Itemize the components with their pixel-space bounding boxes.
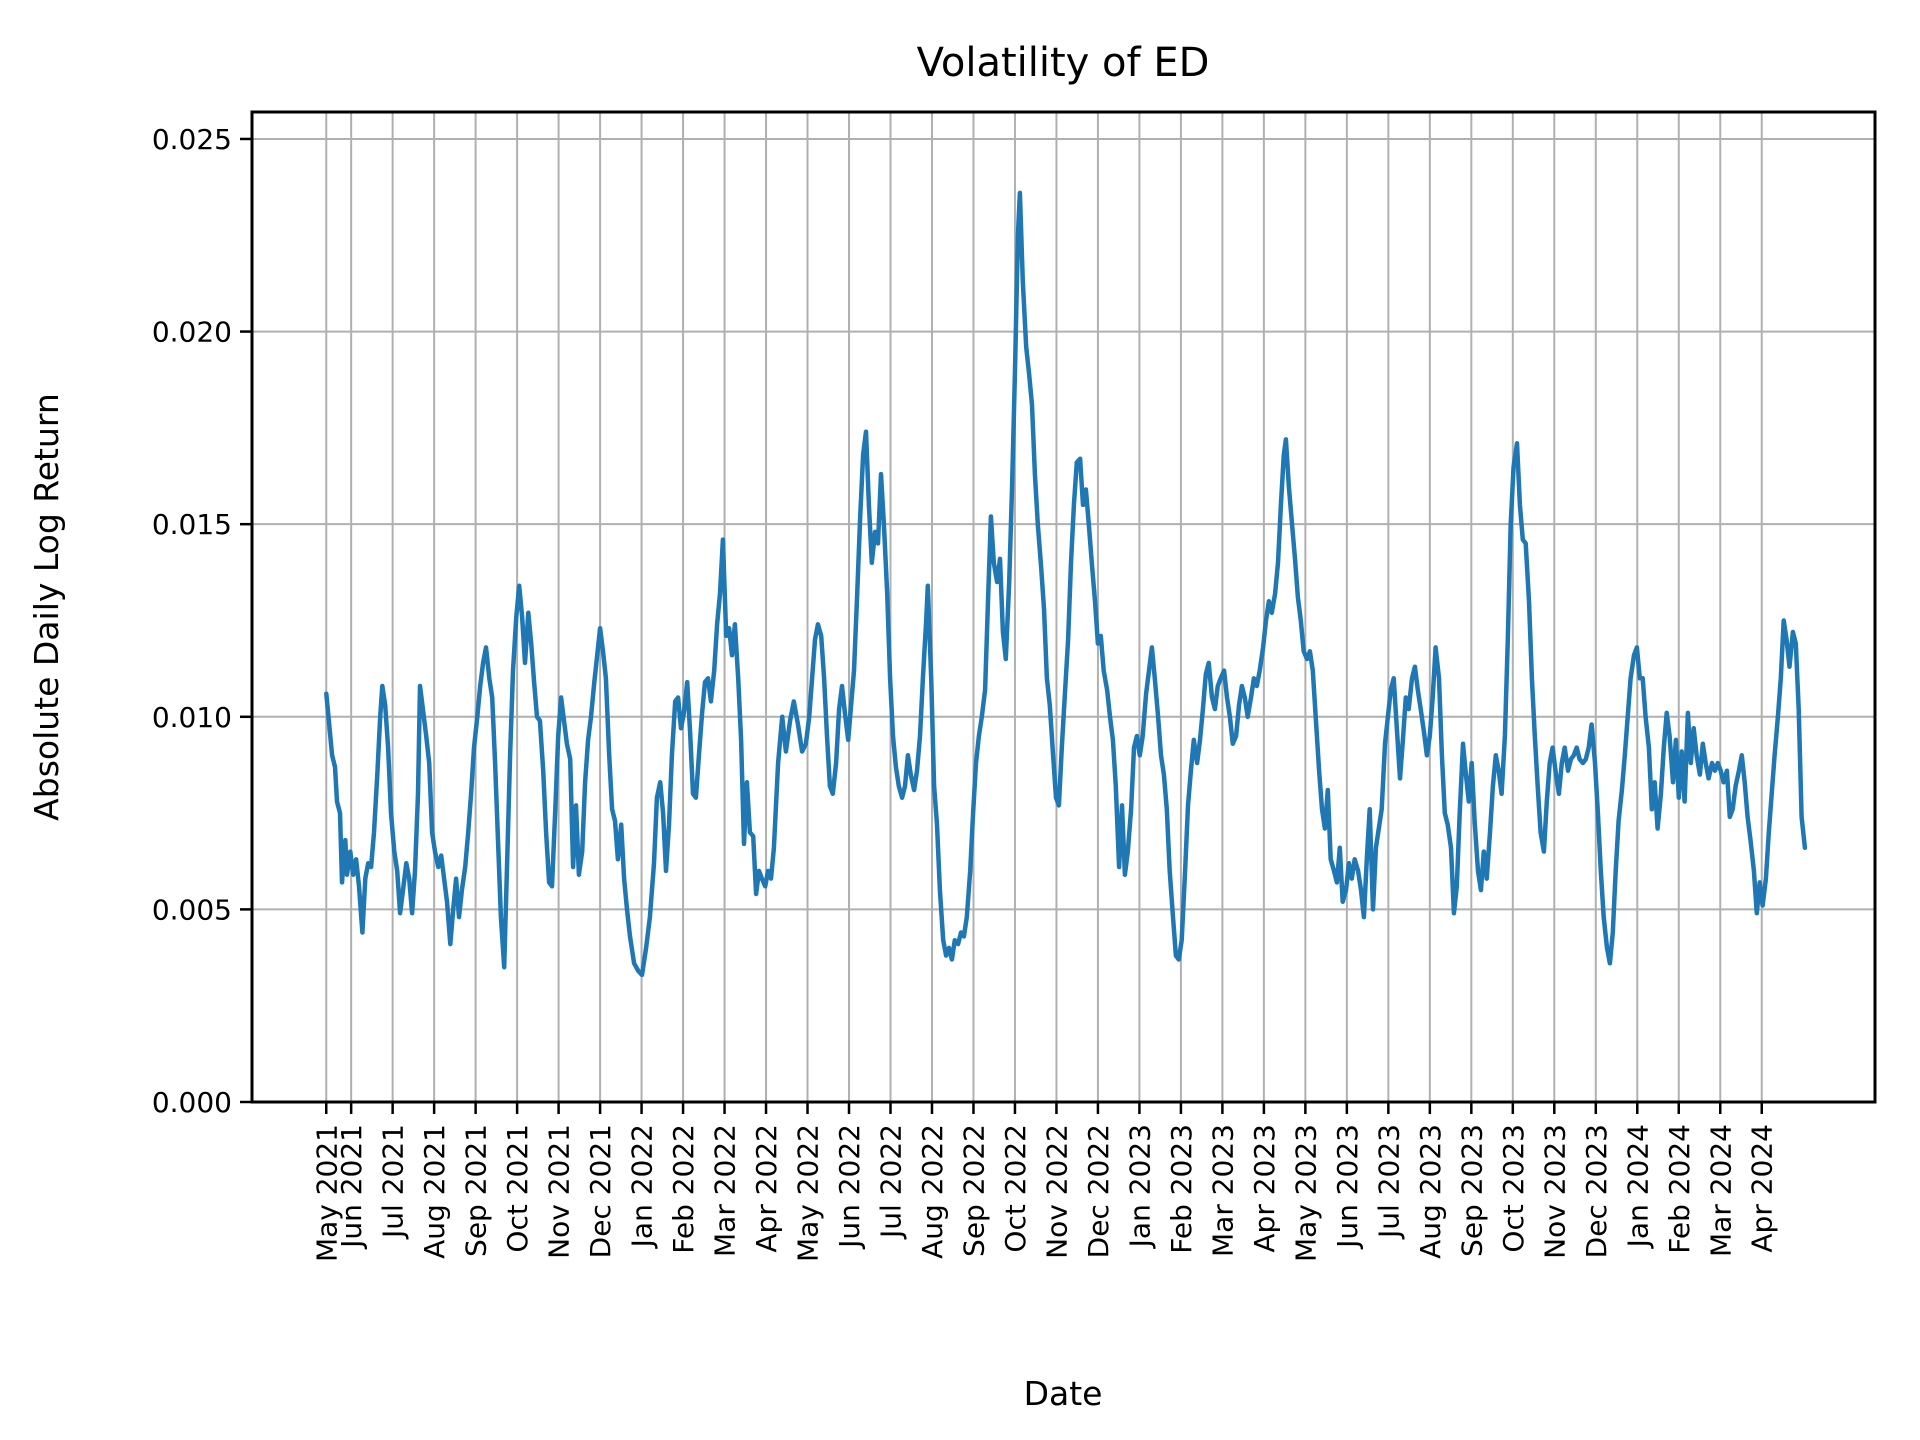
x-tick-label: Jun 2022 bbox=[833, 1124, 866, 1250]
x-tick-label: Oct 2021 bbox=[501, 1124, 534, 1253]
x-tick-label: Dec 2022 bbox=[1082, 1124, 1115, 1258]
y-tick-label: 0.015 bbox=[152, 508, 232, 541]
plot-title: Volatility of ED bbox=[917, 40, 1210, 86]
y-axis-label: Absolute Daily Log Return bbox=[27, 393, 66, 821]
x-tick-label: Sep 2022 bbox=[957, 1124, 990, 1257]
x-tick-label: Mar 2022 bbox=[709, 1124, 742, 1257]
x-tick-label: Aug 2021 bbox=[418, 1124, 451, 1259]
x-tick-label: Aug 2022 bbox=[916, 1124, 949, 1259]
x-tick-label: May 2022 bbox=[792, 1124, 825, 1262]
y-tick-label: 0.010 bbox=[152, 701, 232, 734]
x-tick-label: Nov 2021 bbox=[543, 1124, 576, 1259]
plot-border bbox=[250, 110, 1877, 1104]
y-tick-label: 0.005 bbox=[152, 893, 232, 926]
y-tick-label: 0.020 bbox=[152, 316, 232, 349]
x-tick-label: Jun 2021 bbox=[335, 1124, 368, 1250]
x-tick-label: Jan 2024 bbox=[1621, 1124, 1654, 1249]
series-line bbox=[324, 190, 1808, 978]
x-tick-label: Mar 2024 bbox=[1704, 1124, 1737, 1257]
x-tick-label: May 2023 bbox=[1289, 1124, 1322, 1262]
x-tick-label: May 2021 bbox=[310, 1124, 343, 1262]
x-tick-label: Nov 2023 bbox=[1538, 1124, 1571, 1259]
x-tick-label: Apr 2023 bbox=[1248, 1124, 1281, 1253]
x-tick-label: Aug 2023 bbox=[1414, 1124, 1447, 1259]
x-tick-label: Oct 2022 bbox=[999, 1124, 1032, 1253]
x-tick-label: Apr 2022 bbox=[750, 1124, 783, 1253]
x-tick-label: Feb 2024 bbox=[1663, 1124, 1696, 1254]
y-tick-group: 0.000 0.005 0.010 0.015 0.020 0.025 bbox=[152, 123, 252, 1119]
x-tick-label: Sep 2021 bbox=[460, 1124, 493, 1257]
x-axis-label: Date bbox=[1024, 1374, 1103, 1413]
x-tick-label: Dec 2023 bbox=[1580, 1124, 1613, 1258]
x-tick-label: Mar 2023 bbox=[1206, 1124, 1239, 1257]
x-tick-label: Jul 2023 bbox=[1372, 1124, 1405, 1240]
x-tick-label: Oct 2023 bbox=[1497, 1124, 1530, 1253]
y-tick-label: 0.000 bbox=[152, 1086, 232, 1119]
gridlines bbox=[252, 112, 1875, 1103]
x-tick-label: Jun 2023 bbox=[1331, 1124, 1364, 1250]
x-tick-label: Sep 2023 bbox=[1455, 1124, 1488, 1257]
x-tick-label: Jan 2023 bbox=[1123, 1124, 1156, 1249]
y-tick-label: 0.025 bbox=[152, 123, 232, 156]
x-tick-label: Feb 2022 bbox=[667, 1124, 700, 1254]
x-tick-label: Nov 2022 bbox=[1040, 1124, 1073, 1259]
x-tick-label: Jul 2021 bbox=[377, 1124, 410, 1240]
x-tick-label: Jul 2022 bbox=[874, 1124, 907, 1240]
x-tick-label: Dec 2021 bbox=[584, 1124, 617, 1258]
x-tick-label: Jan 2022 bbox=[626, 1124, 659, 1249]
x-tick-label: Feb 2023 bbox=[1165, 1124, 1198, 1254]
x-tick-label: Apr 2024 bbox=[1746, 1124, 1779, 1253]
axes-spines bbox=[250, 110, 1877, 1104]
